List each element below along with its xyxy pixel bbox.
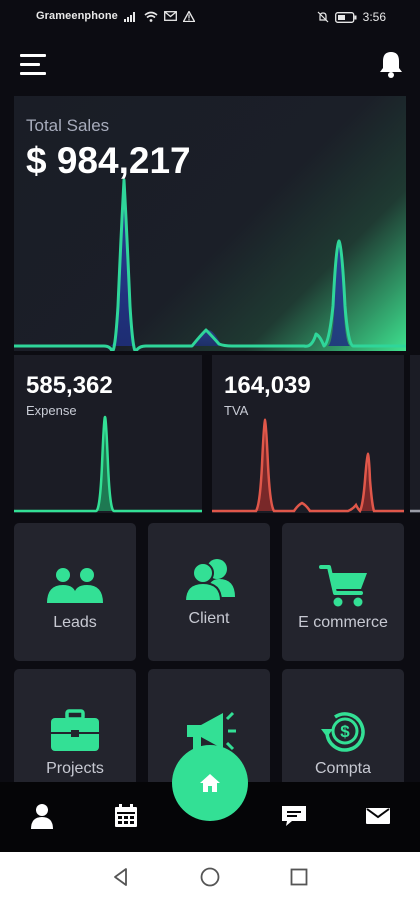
bell-icon[interactable] (378, 50, 404, 78)
tile-ecommerce-label: E commerce (298, 614, 388, 631)
home-button[interactable] (172, 745, 248, 821)
tile-leads-label: Leads (53, 614, 97, 631)
next-card-line (410, 509, 420, 513)
svg-text:$: $ (340, 722, 350, 741)
total-sales-card[interactable]: Total Sales $ 984,217 (14, 96, 406, 351)
message-icon (163, 11, 177, 21)
tile-projects-label: Projects (46, 760, 104, 777)
expense-line (14, 415, 202, 513)
expense-value: 585,362 (26, 372, 113, 399)
users-group-icon (47, 568, 103, 603)
expense-card[interactable]: 585,362 Expense (14, 355, 202, 513)
sales-peak-fill-3 (328, 241, 350, 346)
battery-icon (334, 11, 357, 23)
nav-calendar[interactable] (108, 798, 144, 834)
tva-chart (212, 418, 404, 513)
chat-icon (282, 806, 306, 826)
sales-line (14, 178, 406, 351)
tile-leads[interactable]: Leads (14, 523, 136, 661)
tile-compta-label: Compta (314, 760, 372, 777)
nav-chat[interactable] (276, 798, 312, 834)
briefcase-icon (51, 709, 99, 751)
tile-client-label: Client (188, 610, 230, 627)
expense-label: Expense (26, 403, 77, 418)
warning-icon (182, 10, 195, 22)
nav-profile[interactable] (24, 798, 60, 834)
app-header (0, 34, 420, 94)
mute-bell-icon (317, 11, 329, 23)
clients-icon (183, 559, 235, 602)
shopping-cart-icon (319, 565, 367, 607)
tva-card[interactable]: 164,039 TVA (212, 355, 404, 513)
expense-chart (14, 415, 202, 513)
home-circle-icon[interactable] (199, 866, 221, 888)
megaphone-icon (187, 711, 236, 751)
expense-peak-fill (96, 417, 114, 511)
next-card-peek[interactable] (410, 355, 420, 513)
signal-icon (123, 11, 135, 22)
status-time: 3:56 (362, 10, 386, 24)
total-sales-value: $ 984,217 (26, 140, 191, 181)
home-icon (200, 774, 220, 792)
total-sales-chart (14, 178, 406, 351)
tile-client[interactable]: Client (148, 523, 270, 661)
user-icon (31, 804, 53, 829)
calendar-icon (115, 804, 137, 827)
sales-peak-fill-2 (194, 330, 222, 346)
nav-mail[interactable] (360, 798, 396, 834)
carrier-name: Grameenphone (36, 10, 118, 22)
total-sales-label: Total Sales (26, 116, 110, 135)
back-icon[interactable] (110, 866, 132, 888)
status-right: 3:56 (317, 10, 386, 24)
hamburger-menu-icon[interactable] (20, 54, 46, 76)
status-left: Grameenphone (36, 10, 195, 22)
tva-value: 164,039 (224, 372, 311, 399)
recents-icon[interactable] (288, 866, 310, 888)
wifi-icon (144, 11, 158, 22)
status-bar: Grameenphone 3:56 (0, 0, 420, 34)
tva-line (212, 418, 404, 513)
dollar-refresh-icon: $ (321, 712, 365, 752)
mail-icon (366, 808, 390, 824)
tile-ecommerce[interactable]: E commerce (282, 523, 404, 661)
system-nav-bar (0, 852, 420, 900)
tva-label: TVA (224, 403, 249, 418)
